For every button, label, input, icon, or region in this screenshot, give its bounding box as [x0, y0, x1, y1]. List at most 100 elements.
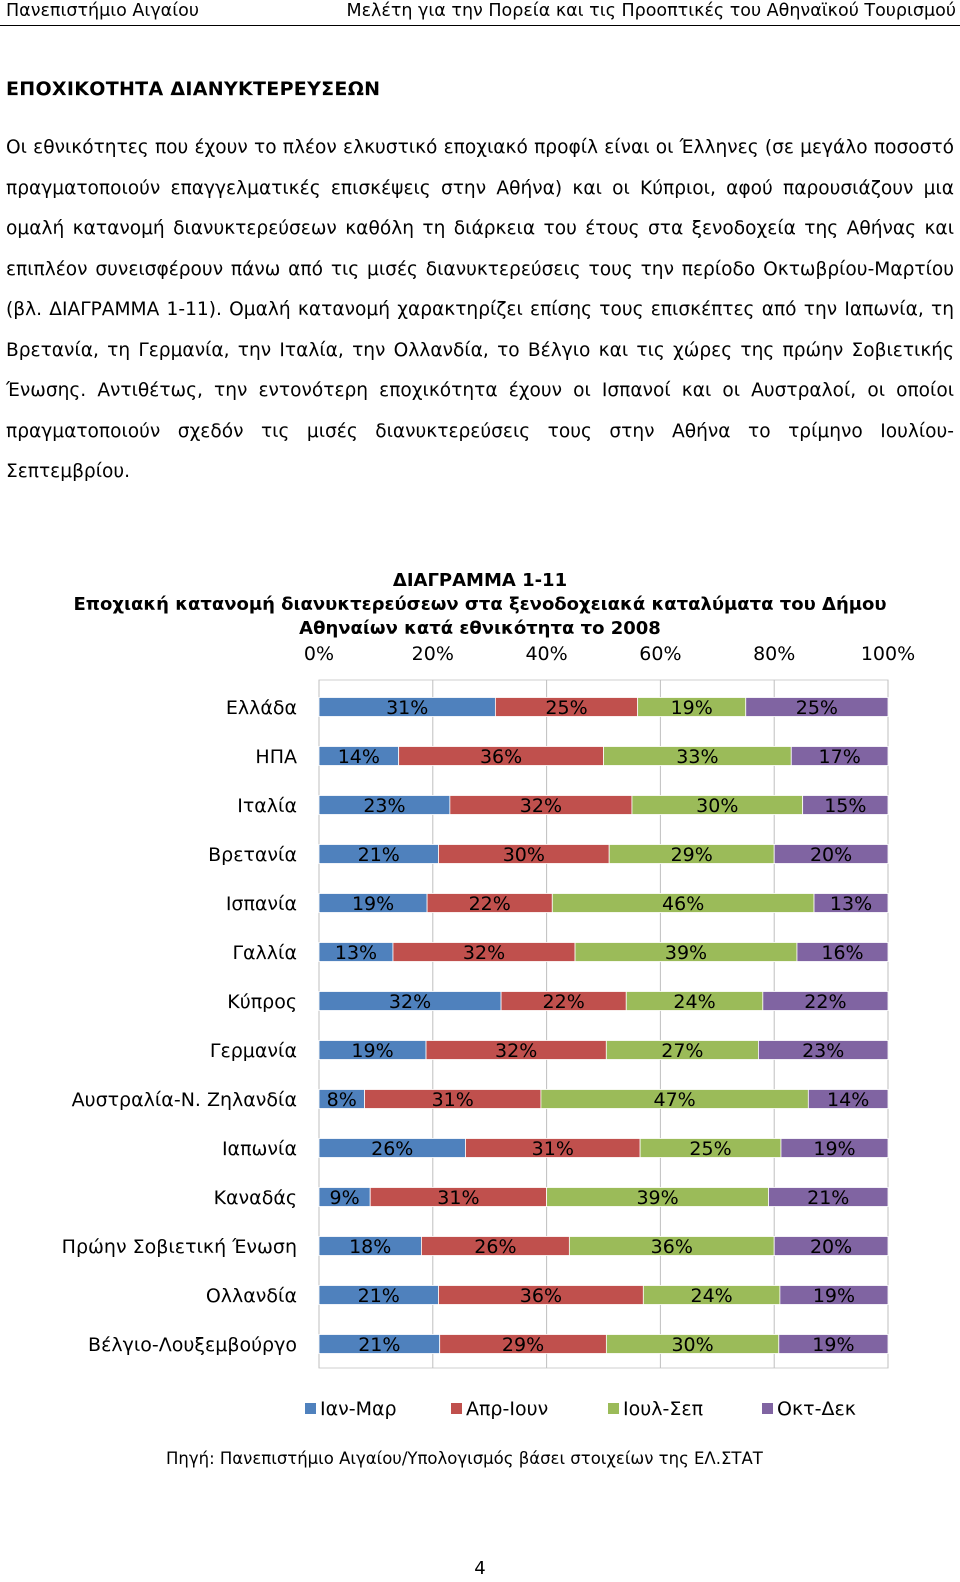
legend-label: Ιουλ-Σεπ — [623, 1398, 703, 1420]
data-label: 30% — [671, 1334, 713, 1356]
bar-segment — [796, 942, 889, 962]
chart-title-line-2: Αθηναίων κατά εθνικότητα το 2008 — [299, 618, 661, 639]
data-label: 14% — [338, 746, 380, 768]
data-label: 22% — [804, 991, 846, 1013]
data-label: 23% — [363, 795, 405, 817]
data-label: 47% — [654, 1089, 696, 1111]
body-paragraph: Οι εθνικότητες που έχουν το πλέον ελκυστ… — [6, 137, 954, 482]
data-label: 31% — [432, 1089, 474, 1111]
chart-title-line-1: Εποχιακή κατανομή διανυκτερεύσεων στα ξε… — [73, 594, 887, 615]
bar-segment — [790, 746, 889, 766]
data-label: 39% — [636, 1187, 678, 1209]
category-label: Αυστραλία-Ν. Ζηλανδία — [72, 1089, 297, 1111]
data-label: 21% — [358, 1285, 400, 1307]
data-label: 21% — [807, 1187, 849, 1209]
category-label: Βρετανία — [208, 844, 297, 866]
data-label: 33% — [676, 746, 718, 768]
data-label: 26% — [474, 1236, 516, 1258]
data-label: 29% — [671, 844, 713, 866]
data-label: 32% — [389, 991, 431, 1013]
header-study-title: Μελέτη για την Πορεία και τις Προοπτικές… — [346, 1, 956, 21]
legend-swatch — [608, 1403, 619, 1414]
category-label: Πρώην Σοβιετική Ένωση — [62, 1236, 297, 1258]
data-label: 19% — [813, 1285, 855, 1307]
header-university: Πανεπιστήμιο Αιγαίου — [6, 1, 199, 21]
category-label: Ισπανία — [226, 893, 297, 915]
data-label: 21% — [358, 1334, 400, 1356]
data-label: 29% — [502, 1334, 544, 1356]
data-label: 36% — [480, 746, 522, 768]
data-label: 23% — [802, 1040, 844, 1062]
data-label: 19% — [352, 893, 394, 915]
data-label: 9% — [330, 1187, 360, 1209]
x-tick-label: 60% — [639, 643, 681, 665]
source-note: Πηγή: Πανεπιστήμιο Αιγαίου/Υπολογισμός β… — [166, 1449, 763, 1468]
category-label: Ιταλία — [237, 795, 297, 817]
data-label: 20% — [810, 844, 852, 866]
legend-swatch — [305, 1403, 316, 1414]
data-label: 21% — [358, 844, 400, 866]
data-label: 31% — [386, 697, 428, 719]
data-label: 26% — [371, 1138, 413, 1160]
bar-segment — [780, 1138, 889, 1158]
x-tick-label: 40% — [525, 643, 567, 665]
data-label: 19% — [671, 697, 713, 719]
data-label: 25% — [689, 1138, 731, 1160]
x-tick-label: 0% — [304, 643, 334, 665]
data-label: 22% — [543, 991, 585, 1013]
legend-swatch — [762, 1403, 773, 1414]
data-label: 19% — [351, 1040, 393, 1062]
data-label: 46% — [662, 893, 704, 915]
category-label: Γερμανία — [210, 1040, 297, 1062]
data-label: 19% — [812, 1334, 854, 1356]
category-label: Βέλγιο-Λουξεμβούργο — [88, 1334, 297, 1356]
data-label: 32% — [495, 1040, 537, 1062]
category-label: Ελλάδα — [226, 697, 297, 719]
legend-label: Ιαν-Μαρ — [320, 1398, 397, 1420]
data-label: 22% — [469, 893, 511, 915]
page-number: 4 — [474, 1558, 486, 1579]
category-label: Κύπρος — [227, 991, 297, 1013]
category-label: Καναδάς — [214, 1187, 297, 1209]
data-label: 13% — [830, 893, 872, 915]
data-label: 36% — [651, 1236, 693, 1258]
section-title: ΕΠΟΧΙΚΟΤΗΤΑ ΔΙΑΝΥΚΤΕΡΕΥΣΕΩΝ — [6, 78, 381, 100]
x-tick-label: 80% — [753, 643, 795, 665]
category-label: ΗΠΑ — [255, 746, 297, 768]
data-label: 14% — [827, 1089, 869, 1111]
category-label: Ιαπωνία — [222, 1138, 297, 1160]
data-label: 24% — [673, 991, 715, 1013]
data-label: 27% — [661, 1040, 703, 1062]
data-label: 39% — [665, 942, 707, 964]
data-label: 19% — [813, 1138, 855, 1160]
bar-segment — [773, 1236, 889, 1256]
data-label: 31% — [532, 1138, 574, 1160]
data-label: 31% — [437, 1187, 479, 1209]
data-label: 36% — [520, 1285, 562, 1307]
category-label: Ολλανδία — [206, 1285, 297, 1307]
page-header: Πανεπιστήμιο Αιγαίου Μελέτη για την Πορε… — [0, 0, 960, 26]
bar-segment — [779, 1285, 889, 1305]
data-label: 17% — [819, 746, 861, 768]
bar-segment — [758, 1040, 889, 1060]
legend-label: Οκτ-Δεκ — [777, 1398, 856, 1420]
data-label: 18% — [349, 1236, 391, 1258]
bar-segment — [768, 1187, 889, 1207]
data-label: 25% — [545, 697, 587, 719]
data-label: 32% — [463, 942, 505, 964]
bar-segment — [802, 795, 889, 815]
data-label: 15% — [824, 795, 866, 817]
stacked-bar-chart: 0% 20% 40% 60% 80% 100% Ελλάδα 31% 25% 19% 25% ΗΠΑ 1… — [62, 643, 916, 1420]
bar-segment — [762, 991, 889, 1011]
data-label: 8% — [327, 1089, 357, 1111]
x-tick-label: 20% — [412, 643, 454, 665]
bar-segment — [807, 1089, 889, 1109]
legend-label: Απρ-Ιουν — [466, 1398, 548, 1420]
legend-swatch — [451, 1403, 462, 1414]
bar-segment — [773, 844, 889, 864]
category-label: Γαλλία — [232, 942, 297, 964]
data-label: 30% — [503, 844, 545, 866]
data-label: 16% — [821, 942, 863, 964]
data-label: 24% — [690, 1285, 732, 1307]
plot-area — [318, 679, 889, 1369]
